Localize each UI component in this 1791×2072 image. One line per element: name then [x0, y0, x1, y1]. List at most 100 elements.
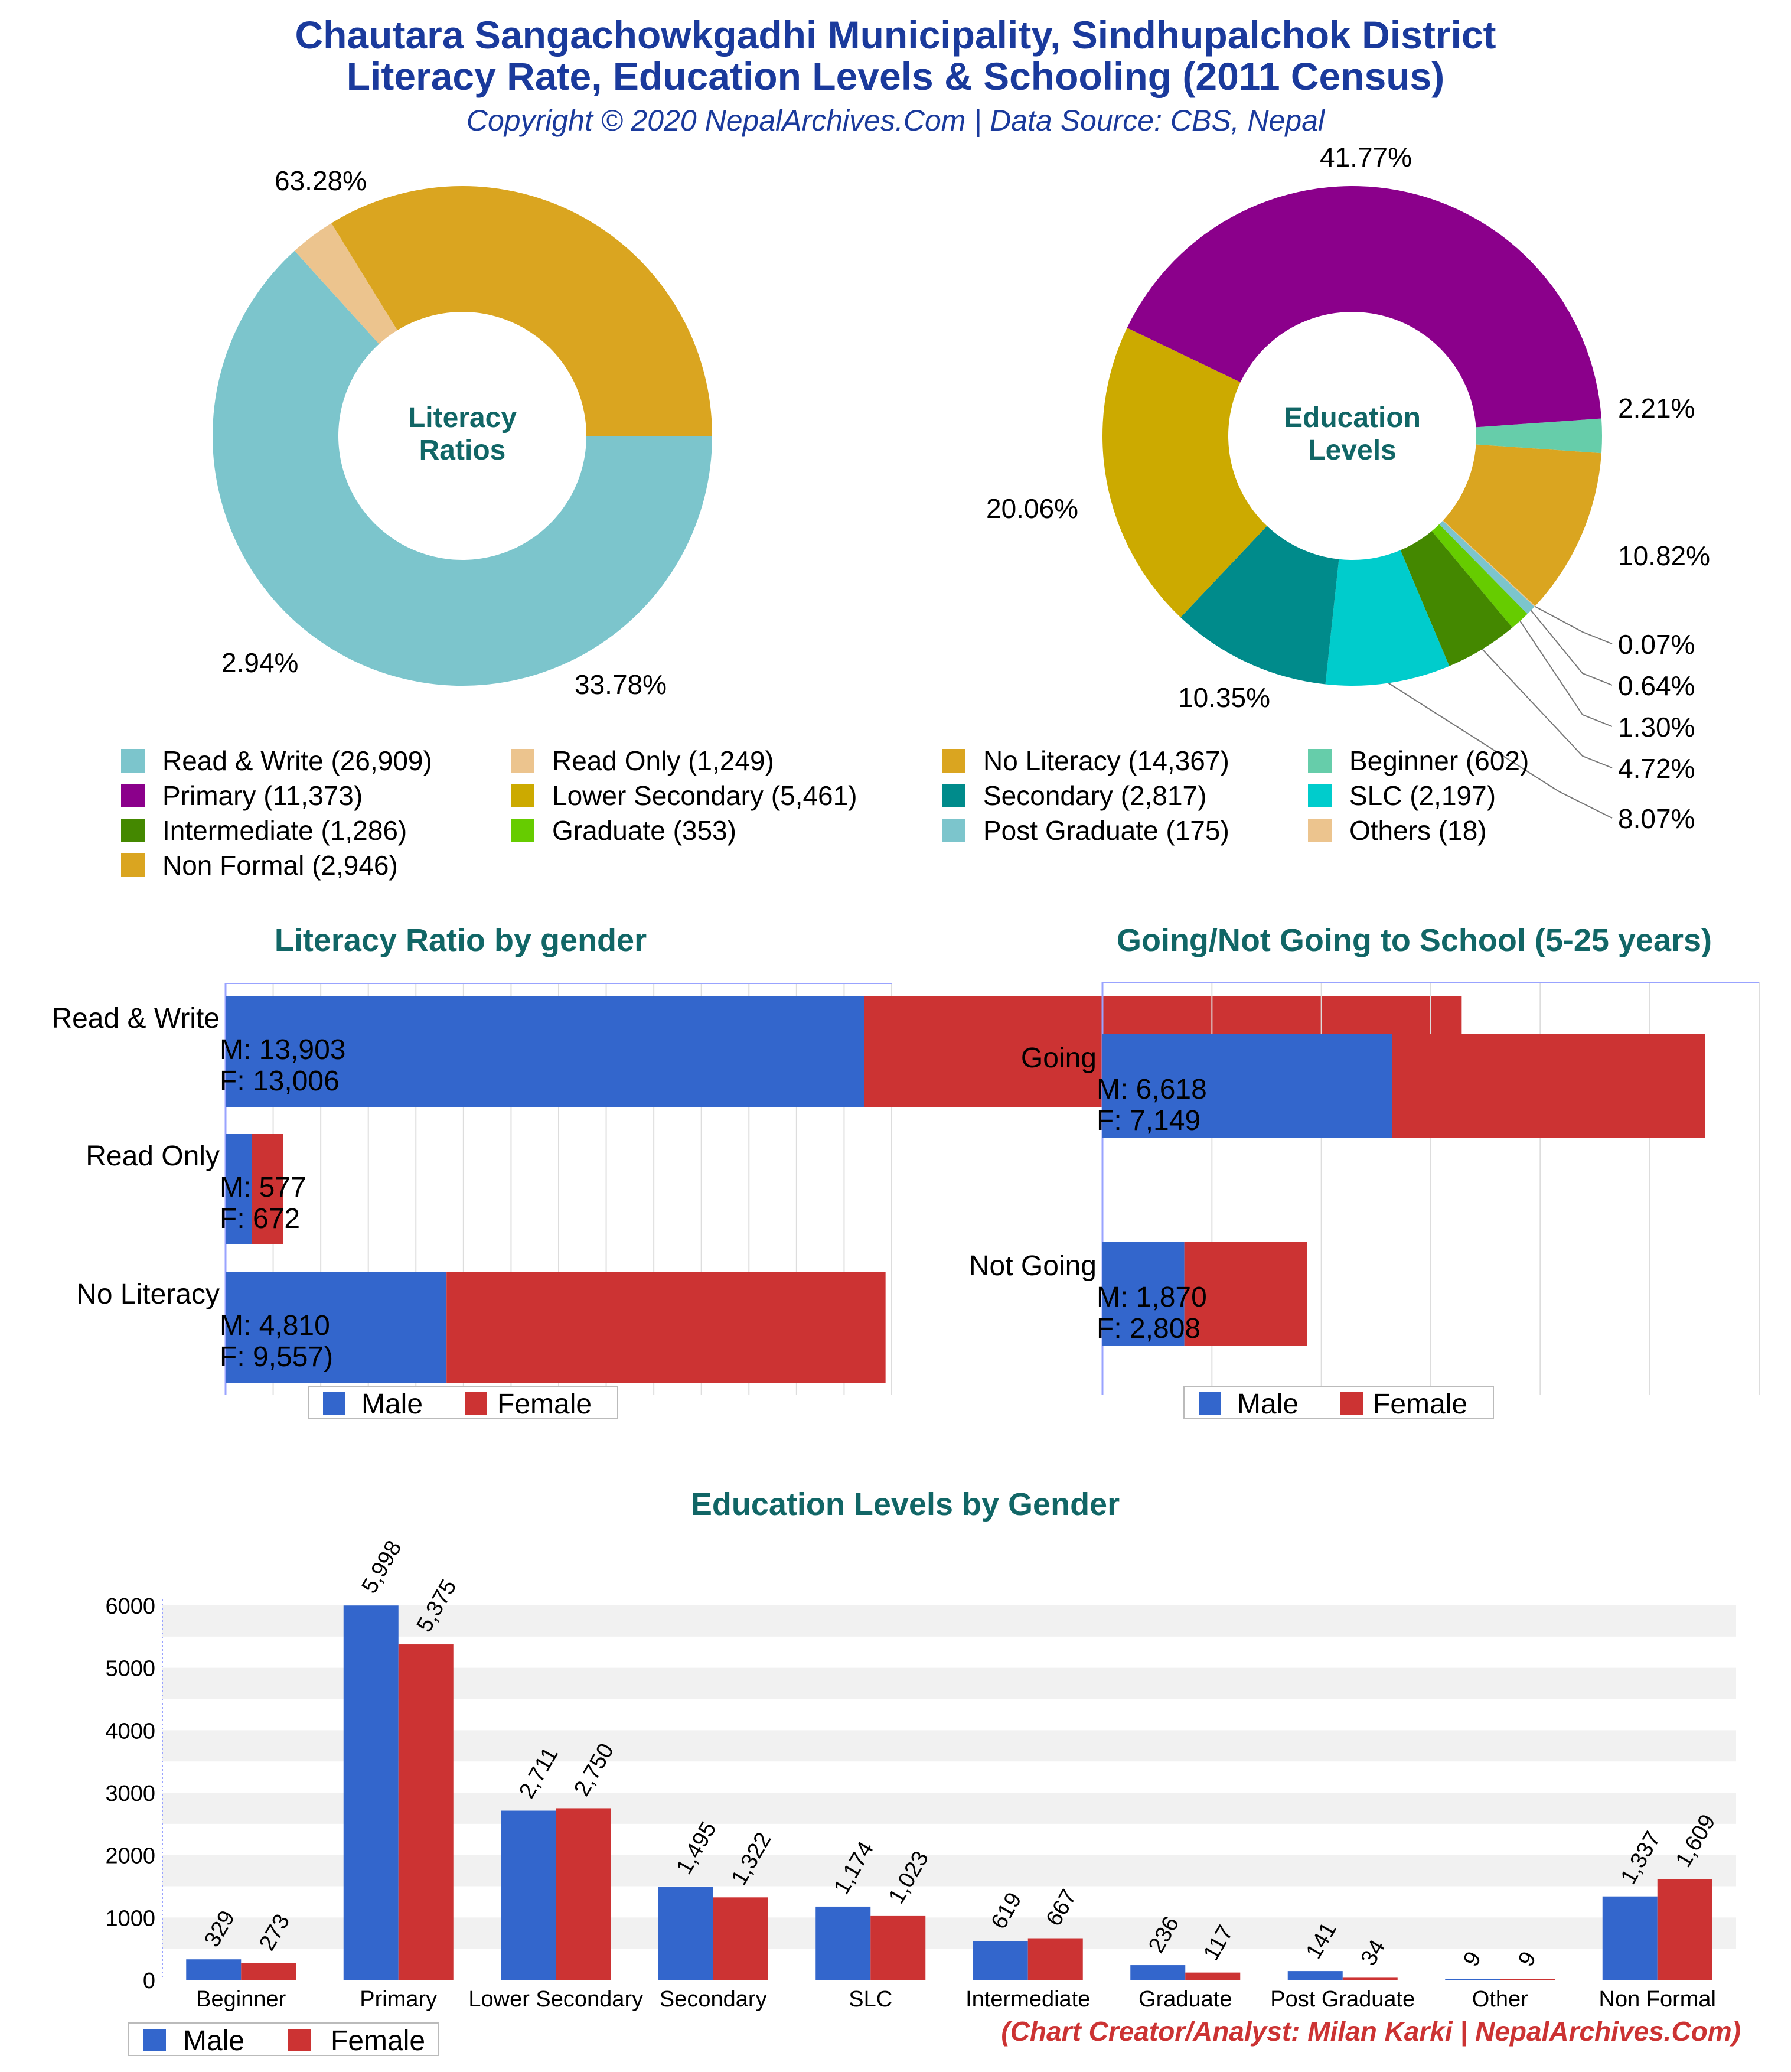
- footer-credit: (Chart Creator/Analyst: Milan Karki | Ne…: [1001, 2016, 1741, 2047]
- education-pie-percent-label: 0.64%: [1618, 670, 1695, 701]
- education-gender-value-label: 9: [1513, 1947, 1541, 1970]
- legend-swatch: [511, 819, 534, 842]
- education-pie-slice-non-formal: [1443, 444, 1601, 607]
- school-gender-category-label: F: 7,149: [1097, 1105, 1200, 1136]
- education-gender-bar-male: [186, 1959, 242, 1980]
- education-pie-leader-line: [1482, 649, 1613, 768]
- legend-label: Non Formal (2,946): [162, 850, 398, 881]
- education-gender-bar-male: [1445, 1979, 1500, 1980]
- education-pie-slice-primary: [1127, 185, 1601, 428]
- education-pie-percent-label: 0.07%: [1618, 629, 1695, 660]
- education-pie-percent-label: 10.82%: [1618, 540, 1710, 571]
- education-gender-bar-female: [1342, 1977, 1398, 1980]
- education-gender-bar-male: [658, 1887, 713, 1980]
- education-gender-xtick: Primary: [360, 1987, 437, 2012]
- school-gender-title: Going/Not Going to School (5-25 years): [1117, 923, 1712, 958]
- legend-label: Beginner (602): [1349, 745, 1529, 776]
- legend-swatch: [511, 784, 534, 807]
- legend-label: Read Only (1,249): [552, 745, 774, 776]
- education-pie-percent-label: 8.07%: [1618, 803, 1695, 834]
- education-pie-percent-label: 20.06%: [986, 493, 1078, 524]
- literacy-pie-percent-label: 33.78%: [575, 669, 667, 700]
- literacy-gender-legend-female: Female: [497, 1389, 592, 1420]
- education-gender-ytick: 1000: [105, 1906, 155, 1931]
- education-gender-ytick: 3000: [105, 1781, 155, 1806]
- education-gender-bar-female: [870, 1915, 926, 1980]
- education-gender-xtick: Non Formal: [1599, 1987, 1717, 2012]
- legend-swatch: [1308, 819, 1332, 842]
- education-gender-bar-male: [1602, 1896, 1658, 1980]
- literacy-pie-slice-no-literacy: [331, 186, 712, 436]
- education-pie-leader-line: [1534, 605, 1613, 644]
- education-gender-xtick: Graduate: [1138, 1987, 1232, 2012]
- legend-swatch: [121, 784, 145, 807]
- school-gender-category-label: Not Going: [969, 1250, 1097, 1282]
- education-gender-bar-female: [556, 1808, 611, 1980]
- copyright-line: Copyright © 2020 NepalArchives.Com | Dat…: [466, 104, 1325, 137]
- literacy-gender-category-label: M: 4,810: [220, 1310, 330, 1341]
- school-gender-legend-box: [1183, 1386, 1494, 1419]
- legend-label: Intermediate (1,286): [162, 815, 407, 846]
- literacy-gender-category-label: F: 672: [220, 1203, 300, 1234]
- school-gender-bar-female: [1184, 1242, 1307, 1346]
- education-gender-ytick: 6000: [105, 1594, 155, 1619]
- school-gender-category-label: M: 1,870: [1097, 1282, 1207, 1313]
- education-pie-slice-slc: [1325, 550, 1450, 686]
- legend-swatch: [942, 749, 965, 773]
- legend-swatch: [942, 784, 965, 807]
- literacy-gender-bar-female: [252, 1134, 283, 1244]
- school-gender-bar-female: [1392, 1034, 1705, 1138]
- school-gender-legend-male: Male: [1237, 1389, 1299, 1420]
- school-gender-legend-male-swatch: [1199, 1392, 1221, 1415]
- education-gender-bar-male: [501, 1810, 556, 1980]
- school-gender-legend-female-swatch: [1340, 1392, 1363, 1415]
- legend-label: Post Graduate (175): [983, 815, 1229, 846]
- education-pie-slice-lower-secondary: [1102, 328, 1267, 618]
- education-pie-center-label: Levels: [1308, 435, 1396, 466]
- literacy-gender-title: Literacy Ratio by gender: [275, 923, 647, 958]
- education-pie-slice-post-graduate: [1439, 520, 1535, 614]
- education-gender-bar-male: [343, 1605, 399, 1980]
- legend-label: Graduate (353): [552, 815, 736, 846]
- education-gender-bar-female: [1657, 1879, 1712, 1980]
- education-gender-title: Education Levels by Gender: [691, 1487, 1120, 1522]
- legend-label: Read & Write (26,909): [162, 745, 432, 776]
- education-gender-value-label: 9: [1459, 1947, 1486, 1970]
- education-gender-bar-female: [1500, 1979, 1555, 1980]
- education-gender-ytick: 2000: [105, 1844, 155, 1869]
- education-gender-ytick: 0: [143, 1969, 155, 1993]
- school-gender-bar-male: [1102, 1242, 1185, 1346]
- school-gender-bar-male: [1102, 1034, 1392, 1138]
- education-gender-bar-female: [713, 1897, 768, 1980]
- education-pie-slice-secondary: [1180, 526, 1339, 685]
- literacy-gender-bar-male: [226, 996, 864, 1107]
- literacy-gender-category-label: M: 13,903: [220, 1034, 345, 1066]
- education-pie-percent-label: 10.35%: [1178, 682, 1270, 713]
- school-gender-category-label: F: 2,808: [1097, 1313, 1200, 1344]
- education-gender-bar-female: [398, 1644, 454, 1980]
- literacy-gender-legend-female-swatch: [465, 1392, 487, 1415]
- literacy-gender-legend-male: Male: [361, 1389, 423, 1420]
- literacy-gender-legend-box: [308, 1386, 618, 1419]
- literacy-gender-category-label: F: 9,557): [220, 1341, 333, 1373]
- education-gender-bar-male: [1287, 1971, 1343, 1980]
- literacy-gender-category-label: Read Only: [86, 1141, 220, 1172]
- literacy-gender-category-label: No Literacy: [76, 1279, 220, 1310]
- legend-label: Others (18): [1349, 815, 1487, 846]
- legend-swatch: [121, 749, 145, 773]
- education-pie-percent-label: 4.72%: [1618, 753, 1695, 784]
- education-pie-leader-line: [1519, 620, 1613, 727]
- literacy-gender-category-label: M: 577: [220, 1172, 306, 1203]
- school-gender-category-label: M: 6,618: [1097, 1074, 1207, 1105]
- literacy-gender-bar-male: [226, 1272, 447, 1383]
- literacy-gender-category-label: F: 13,006: [220, 1066, 340, 1097]
- literacy-gender-category-label: Read & Write: [51, 1003, 220, 1034]
- education-gender-ytick: 4000: [105, 1719, 155, 1744]
- legend-swatch: [121, 819, 145, 842]
- education-gender-ytick: 5000: [105, 1657, 155, 1682]
- main-title-line2: Literacy Rate, Education Levels & School…: [346, 54, 1445, 98]
- legend-swatch: [121, 853, 145, 877]
- education-gender-bar-female: [1027, 1938, 1083, 1980]
- literacy-pie-center-label: Literacy: [408, 402, 517, 434]
